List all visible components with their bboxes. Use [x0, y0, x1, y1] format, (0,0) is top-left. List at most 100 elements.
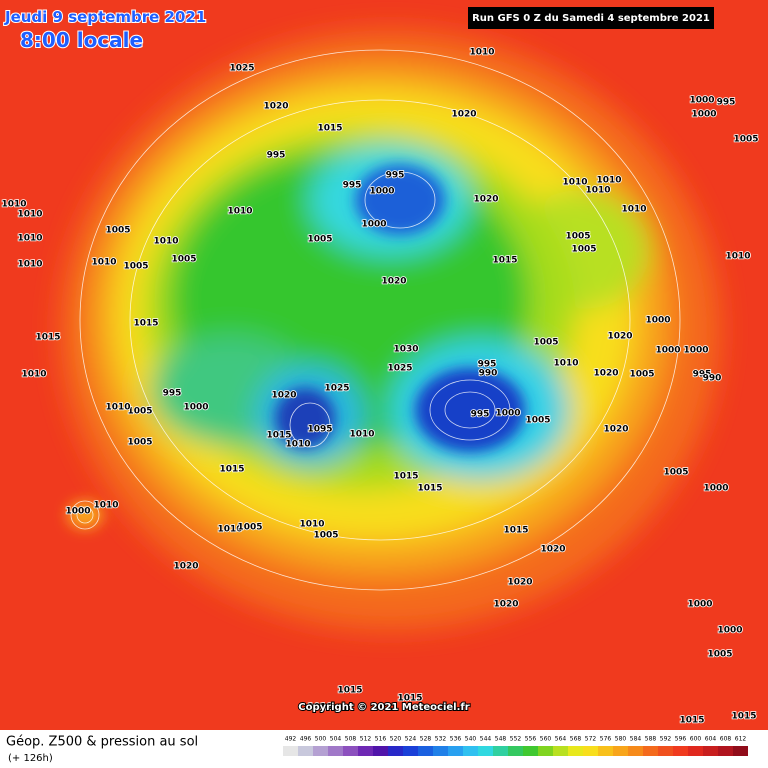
- scale-label: 576: [600, 736, 612, 743]
- isobar-label: 1010: [469, 48, 494, 58]
- isobar-label: 1000: [361, 220, 386, 230]
- scale-label: 536: [450, 736, 462, 743]
- isobar-label: 1020: [271, 391, 296, 401]
- isobar-label: 1010: [621, 205, 646, 215]
- scale-label: 568: [570, 736, 582, 743]
- isobar-label: 1000: [689, 96, 714, 106]
- isobar-label: 1095: [307, 425, 332, 435]
- isobar-label: 995: [693, 370, 712, 380]
- isobar-label: 1015: [503, 526, 528, 536]
- scale-label: 500: [315, 736, 327, 743]
- scale-label: 516: [375, 736, 387, 743]
- scale-label: 540: [465, 736, 477, 743]
- isobar-label: 1005: [127, 438, 152, 448]
- isobar-label: 1010: [91, 258, 116, 268]
- isobar-label: 1010: [227, 207, 252, 217]
- isobar-label: 1005: [307, 235, 332, 245]
- isobar-label: 1010: [93, 501, 118, 511]
- scale-label: 588: [645, 736, 657, 743]
- run-info: Run GFS 0 Z du Samedi 4 septembre 2021: [472, 13, 710, 24]
- isobar-label: 1020: [540, 545, 565, 555]
- isobar-label: 1020: [593, 369, 618, 379]
- scale-label: 504: [330, 736, 342, 743]
- isobar-label: 1000: [183, 403, 208, 413]
- scale-swatch: [553, 746, 568, 756]
- isobar-label: 1020: [507, 578, 532, 588]
- isobar-label: 1015: [266, 431, 291, 441]
- isobar-label: 1015: [492, 256, 517, 266]
- scale-label: 604: [705, 736, 717, 743]
- scale-label: 524: [405, 736, 417, 743]
- isobar-label: 1020: [603, 425, 628, 435]
- scale-label: 552: [510, 736, 522, 743]
- date-title: Jeudi 9 septembre 2021: [4, 8, 206, 26]
- scale-label: 572: [585, 736, 597, 743]
- map: 1010102510201020101599510009951000995102…: [0, 0, 768, 730]
- isobar-label: 1015: [731, 712, 756, 722]
- copyright: Copyright © 2021 Meteociel.fr: [298, 702, 469, 713]
- isobar-label: 1015: [219, 465, 244, 475]
- scale-swatch: [478, 746, 493, 756]
- isobar-label: 1010: [1, 200, 26, 210]
- scale-swatch: [628, 746, 643, 756]
- isobar-label: 1015: [337, 686, 362, 696]
- scale-swatch: [283, 746, 298, 756]
- scale-swatch: [523, 746, 538, 756]
- scale-swatch: [538, 746, 553, 756]
- isobar-label: 1005: [313, 531, 338, 541]
- scale-swatch: [733, 746, 748, 756]
- isobar-label: 990: [479, 369, 498, 379]
- isobar-label: 1005: [733, 135, 758, 145]
- scale-swatch: [343, 746, 358, 756]
- isobar-label: 1020: [381, 277, 406, 287]
- isobar-label: 1005: [663, 468, 688, 478]
- isobars: [70, 49, 681, 591]
- isobar-label: 1000: [655, 346, 680, 356]
- isobar-label: 1015: [133, 319, 158, 329]
- scale-swatch: [388, 746, 403, 756]
- scale-label: 532: [435, 736, 447, 743]
- field-title: Géop. Z500 & pression au sol: [6, 735, 198, 750]
- color-scale: 492 496 500 504 508 512 516 520 524 528 532 536 540 5…: [283, 736, 748, 756]
- isobar-label: 1000: [369, 187, 394, 197]
- isobar-label: 1005: [533, 338, 558, 348]
- isobar-label: 1005: [565, 232, 590, 242]
- isobar-label: 1005: [123, 262, 148, 272]
- isobar-label: 1005: [127, 407, 152, 417]
- isobar-label: 1010: [17, 210, 42, 220]
- scale-swatch: [433, 746, 448, 756]
- isobar-label: 1000: [717, 626, 742, 636]
- isobar-label: 1000: [691, 110, 716, 120]
- scale-label: 600: [690, 736, 702, 743]
- isobar-label: 1010: [217, 525, 242, 535]
- isobar-label: 1005: [571, 245, 596, 255]
- isobar-label: 1005: [105, 226, 130, 236]
- isobar-label: 990: [703, 374, 722, 384]
- isobar-label: 1000: [683, 346, 708, 356]
- scale-swatch: [418, 746, 433, 756]
- isobar-label: 1025: [229, 64, 254, 74]
- scale-swatch: [328, 746, 343, 756]
- scale-swatch: [358, 746, 373, 756]
- scale-label: 520: [390, 736, 402, 743]
- isobar-label: 1020: [473, 195, 498, 205]
- scale-label: 612: [735, 736, 747, 743]
- scale-swatch: [568, 746, 583, 756]
- isobar-label: 1015: [317, 124, 342, 134]
- scale-swatch: [613, 746, 628, 756]
- scale-swatch: [718, 746, 733, 756]
- scale-label: 492: [285, 736, 297, 743]
- isobar-label: 1010: [307, 703, 332, 713]
- scale-label: 496: [300, 736, 312, 743]
- scale-swatch: [643, 746, 658, 756]
- scale-label: 528: [420, 736, 432, 743]
- isobar-label: 1015: [417, 484, 442, 494]
- isobar-label: 1005: [707, 650, 732, 660]
- isobar-labels: 1010102510201020101599510009951000995102…: [1, 47, 760, 727]
- scale-swatch: [493, 746, 508, 756]
- isobar-label: 1010: [153, 237, 178, 247]
- isobar-label: 1010: [585, 186, 610, 196]
- scale-label: 512: [360, 736, 372, 743]
- isobar-label: 995: [717, 98, 736, 108]
- isobar-label: 1010: [725, 252, 750, 262]
